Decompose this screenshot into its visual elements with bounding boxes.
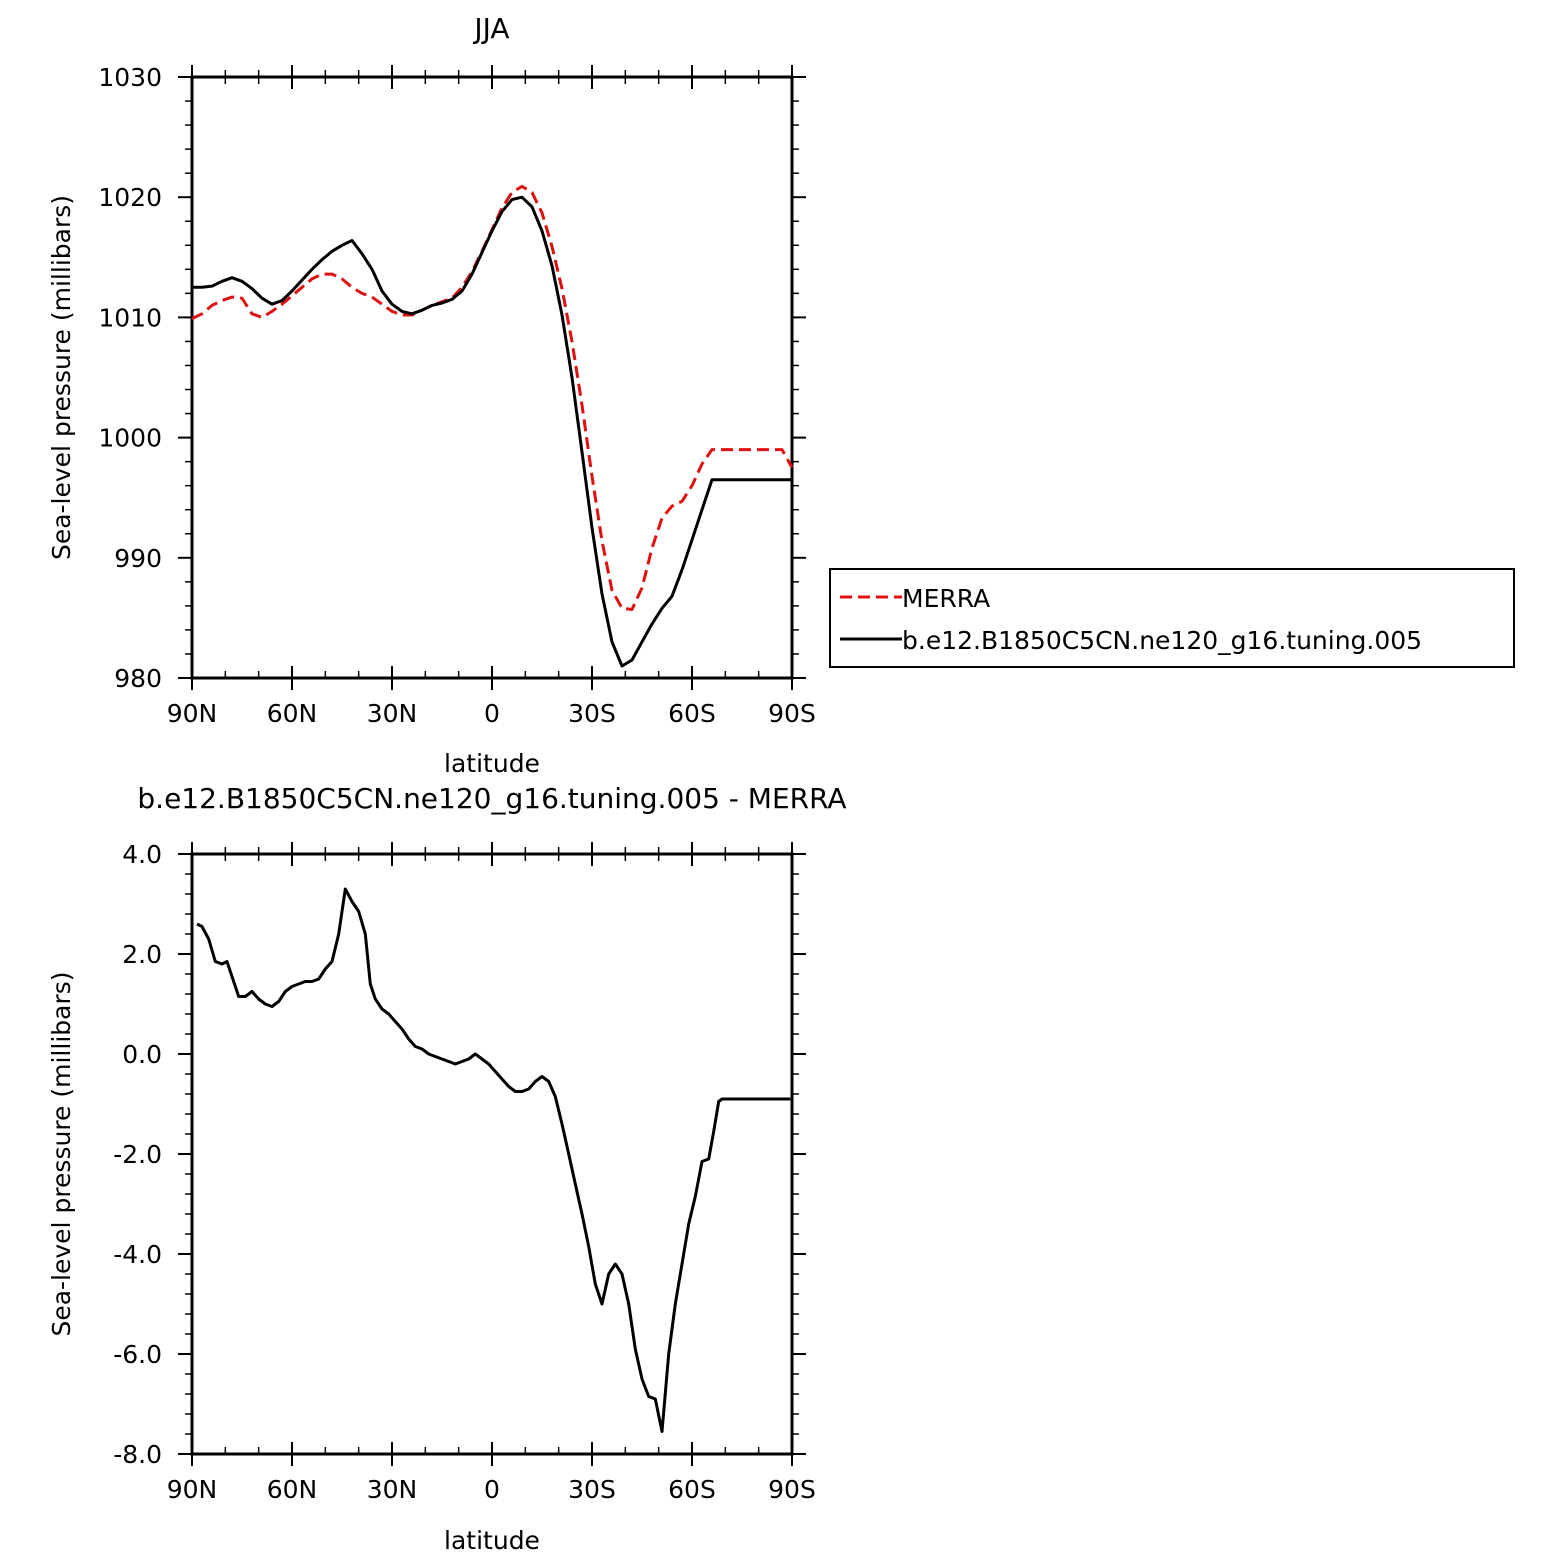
chart-title: b.e12.B1850C5CN.ne120_g16.tuning.005 - M… (137, 782, 846, 815)
chart-title: JJA (472, 12, 509, 45)
y-tick-label: 1000 (98, 424, 162, 453)
y-tick-label: -8.0 (113, 1440, 162, 1469)
x-tick-label: 60N (267, 699, 318, 728)
y-tick-label: -4.0 (113, 1240, 162, 1269)
legend-label: b.e12.B1850C5CN.ne120_g16.tuning.005 (902, 626, 1422, 655)
plot-frame (190, 852, 794, 1456)
x-tick-label: 30N (367, 699, 418, 728)
x-tick-label: 30N (367, 1475, 418, 1504)
x-tick-label: 60S (668, 1475, 716, 1504)
plot-frame (190, 75, 794, 680)
x-tick-label: 60S (668, 699, 716, 728)
series-line-0 (196, 887, 791, 1433)
x-axis-label: latitude (444, 749, 540, 778)
bottom-panel: b.e12.B1850C5CN.ne120_g16.tuning.005 - M… (47, 782, 847, 1555)
y-tick-label: 980 (114, 664, 162, 693)
y-axis-label: Sea-level pressure (millibars) (47, 195, 76, 560)
y-tick-label: 1020 (98, 183, 162, 212)
y-tick-label: 1010 (98, 303, 162, 332)
y-tick-label: 0.0 (122, 1040, 162, 1069)
y-axis-label: Sea-level pressure (millibars) (47, 971, 76, 1336)
x-tick-label: 90N (167, 1475, 218, 1504)
series-line-1 (192, 195, 792, 668)
y-tick-label: -2.0 (113, 1140, 162, 1169)
top-panel: JJA 90N 60N 30N 0 30S 60S 90S 980 990 1000 1010 1020… (47, 12, 1515, 778)
legend-label: MERRA (902, 584, 990, 613)
x-tick-label: 30S (568, 699, 616, 728)
x-tick-label: 90N (167, 699, 218, 728)
y-tick-label: 1030 (98, 63, 162, 92)
y-tick-label: 990 (114, 544, 162, 573)
x-tick-label: 90S (768, 699, 816, 728)
x-tick-label: 60N (267, 1475, 318, 1504)
x-axis-label: latitude (444, 1526, 540, 1555)
series-line-0 (191, 184, 794, 611)
x-tick-label: 90S (768, 1475, 816, 1504)
y-tick-label: 4.0 (122, 840, 162, 869)
legend-box (829, 568, 1515, 668)
y-tick-label: 2.0 (122, 940, 162, 969)
x-tick-label: 0 (484, 699, 500, 728)
y-tick-label: -6.0 (113, 1340, 162, 1369)
x-tick-label: 30S (568, 1475, 616, 1504)
x-tick-label: 0 (484, 1475, 500, 1504)
